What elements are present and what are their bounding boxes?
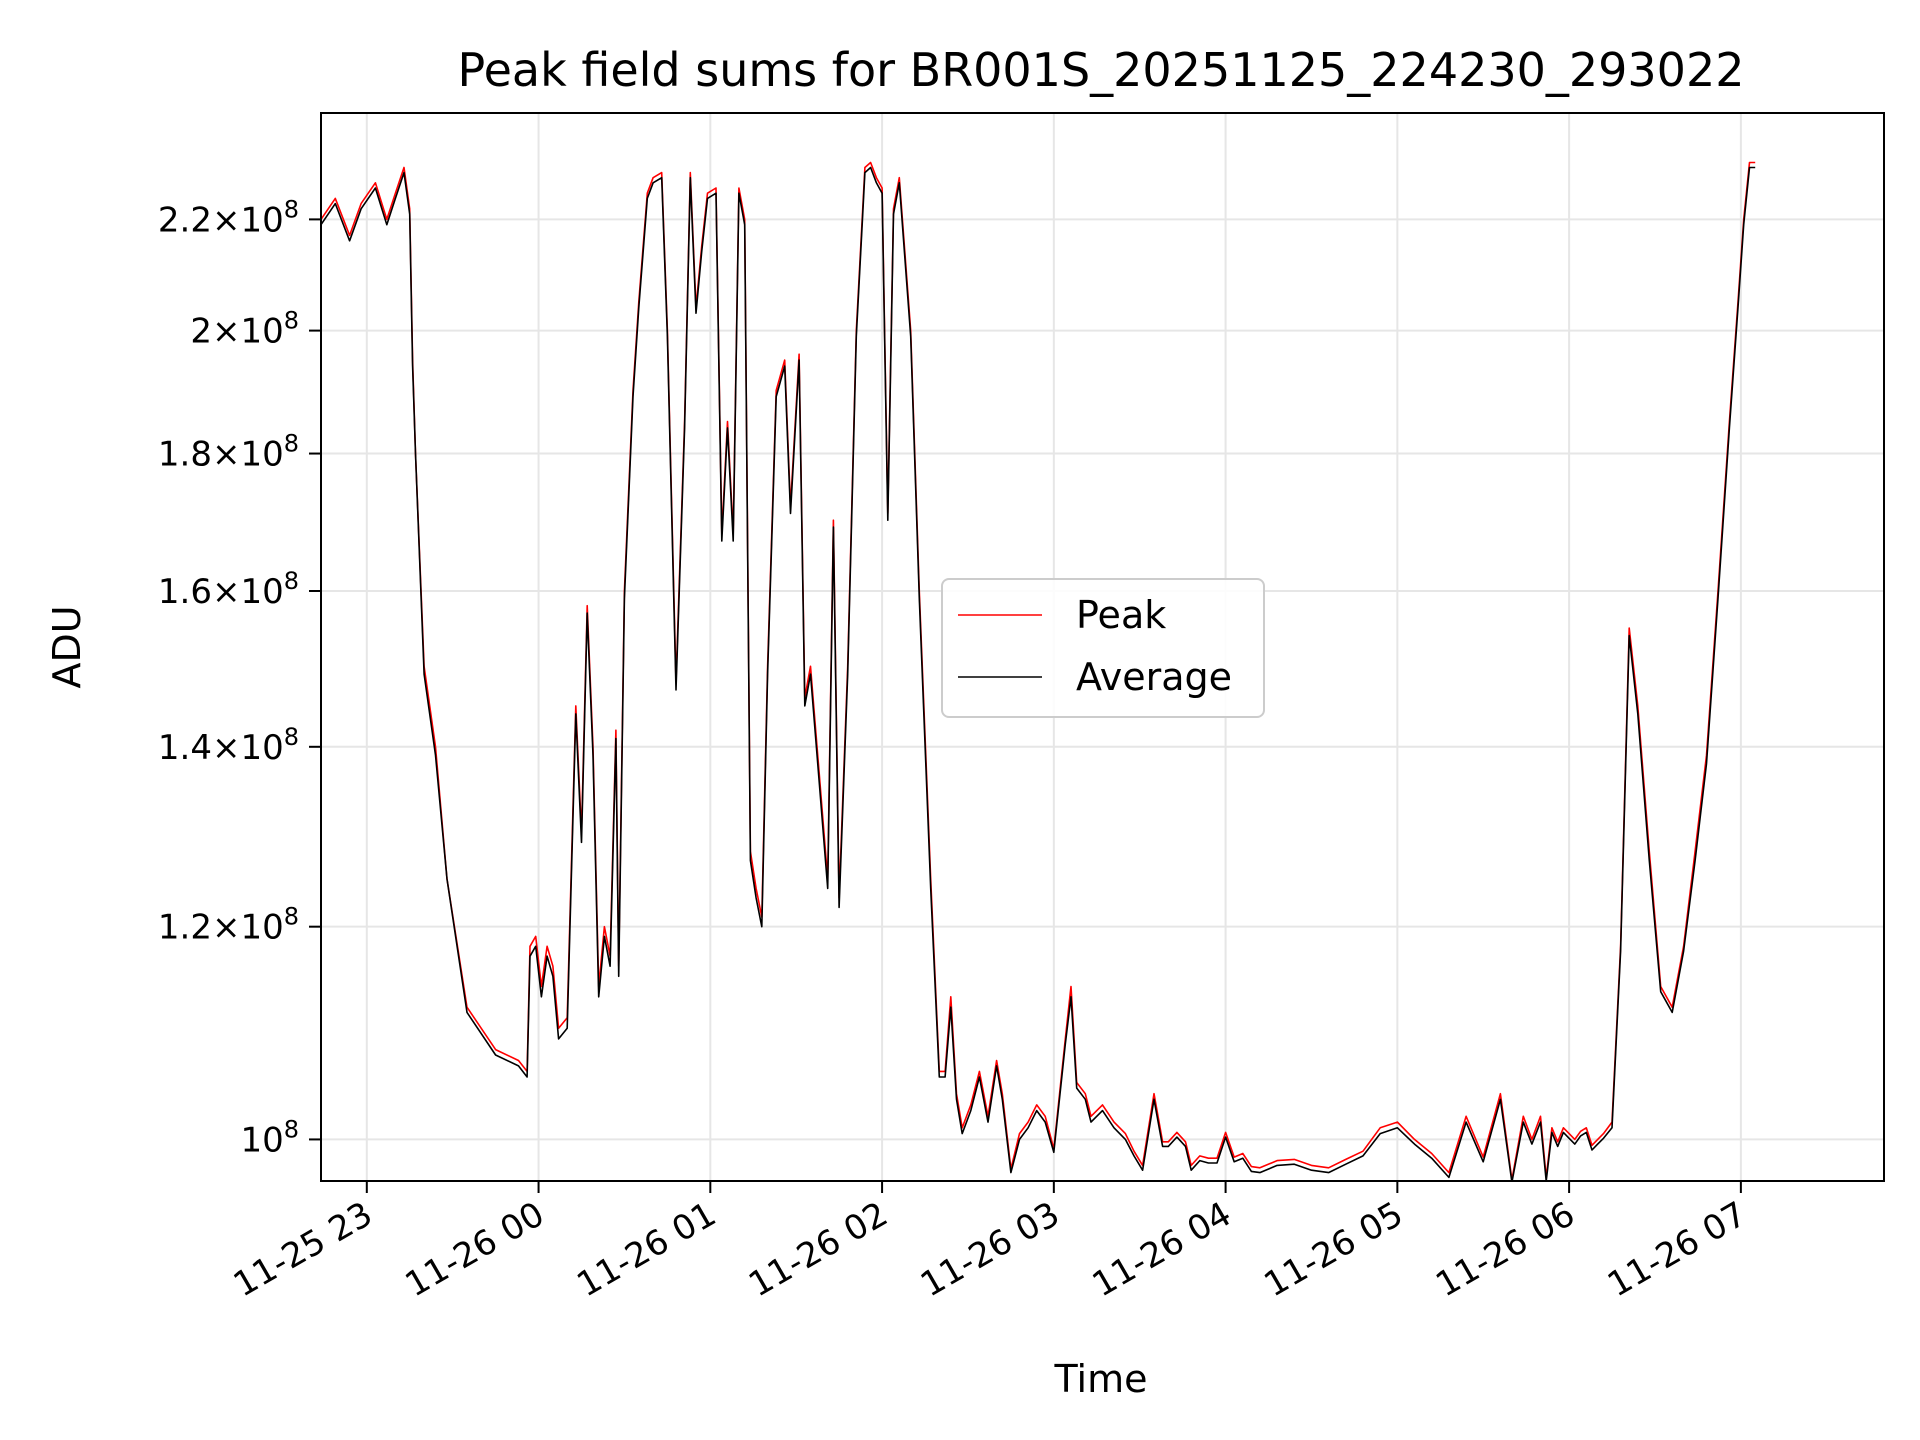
y-tick-label: 1.8×108 (158, 430, 299, 475)
y-tick-label: 2×108 (190, 307, 299, 352)
y-axis: 108 1.2×108 1.4×108 1.6×108 1.8×108 2×108 2.2×… (158, 195, 321, 1160)
plot-frame (320, 112, 1885, 1182)
legend-label-peak: Peak (1076, 593, 1166, 637)
y-tick-label: 1.2×108 (158, 903, 299, 948)
chart-title: Peak field sums for BR001S_20251125_2242… (458, 43, 1745, 97)
x-axis-title: Time (1054, 1357, 1148, 1401)
y-tick-label: 1.6×108 (158, 567, 299, 612)
y-tick-label: 108 (240, 1115, 299, 1160)
legend-label-average: Average (1076, 655, 1232, 699)
legend: Peak Average (941, 578, 1265, 718)
series-layer (321, 161, 1756, 1181)
y-tick-label: 2.2×108 (158, 195, 299, 240)
grid (321, 113, 1884, 1181)
y-tick-label: 1.4×108 (158, 723, 299, 768)
series-line-average (321, 166, 1756, 1181)
legend-box (941, 578, 1265, 718)
y-axis-title: ADU (45, 605, 89, 688)
